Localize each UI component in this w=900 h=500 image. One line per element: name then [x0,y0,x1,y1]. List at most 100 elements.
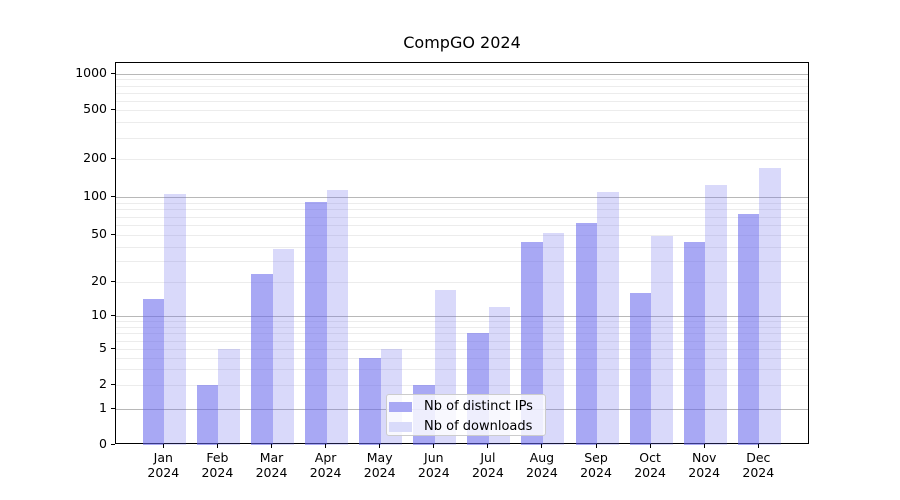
chart-title: CompGO 2024 [403,33,521,52]
bar-distinct-ips [142,299,165,445]
minor-gridline [116,326,808,328]
legend-label-distinct-ips: Nb of distinct IPs [424,399,533,414]
bar-distinct-ips [737,213,760,445]
x-tick-label: Jul 2024 [471,450,504,480]
x-tick-mark [379,444,381,448]
x-tick-label: Jun 2024 [417,450,450,480]
x-tick-mark [703,444,705,448]
plot-area [115,62,809,445]
x-tick-label: Sep 2024 [580,450,612,480]
bar-distinct-ips [196,385,219,445]
bar-distinct-ips [629,292,652,445]
x-tick-mark [487,444,489,448]
x-tick-label: Mar 2024 [255,450,288,480]
x-tick-mark [162,444,164,448]
x-tick-mark [541,444,543,448]
y-tick-label: 20 [91,272,107,288]
x-tick-mark [649,444,651,448]
minor-gridline [116,225,808,227]
bar-downloads [326,190,349,445]
x-tick-label: Aug 2024 [525,450,558,480]
y-tick-mark [111,315,115,316]
x-tick-label: May 2024 [363,450,396,480]
y-tick-label: 100 [83,188,107,203]
minor-gridline [116,137,808,139]
y-tick-mark [111,443,115,445]
x-tick-label: Nov 2024 [688,450,721,480]
y-tick-mark [111,348,115,350]
y-tick-label: 50 [91,226,107,242]
x-tick-mark [325,444,327,448]
y-tick-label: 1 [99,399,107,415]
y-tick-label: 10 [91,307,107,322]
minor-gridline [116,246,808,248]
legend: Nb of distinct IPs Nb of downloads [386,394,546,436]
minor-gridline [116,79,808,81]
minor-gridline [116,321,808,323]
minor-gridline [116,100,808,102]
x-tick-mark [216,444,218,448]
minor-gridline [116,202,808,204]
major-gridline [116,73,808,75]
y-tick-label: 5 [99,340,107,356]
y-tick-label: 2 [99,376,107,392]
bar-downloads [705,184,727,445]
major-gridline [116,316,808,317]
bar-distinct-ips [251,274,273,445]
minor-gridline [116,209,808,211]
x-tick-mark [271,444,272,448]
bar-downloads [651,236,673,445]
y-tick-label: 500 [83,101,107,117]
minor-gridline [116,85,808,87]
y-tick-mark [111,109,115,111]
x-tick-label: Apr 2024 [309,450,342,480]
x-tick-label: Oct 2024 [634,450,666,480]
legend-swatch-distinct-ips-icon [389,402,412,412]
bar-downloads [218,349,240,445]
minor-gridline [116,261,808,262]
x-tick-mark [757,444,759,448]
y-tick-mark [111,196,115,197]
legend-swatch-downloads-icon [389,422,412,432]
y-tick-label: 200 [83,150,107,166]
minor-gridline [116,333,808,335]
bar-downloads [272,249,294,445]
minor-gridline [116,216,808,218]
y-tick-mark [111,280,115,282]
y-tick-mark [111,384,115,386]
x-tick-mark [595,444,597,448]
minor-gridline [116,159,808,161]
bar-downloads [164,194,186,445]
y-tick-label: 0 [99,435,107,451]
y-tick-mark [111,158,115,160]
minor-gridline [116,281,808,283]
bar-downloads [597,191,619,445]
bar-distinct-ips [359,358,381,445]
minor-gridline [116,92,808,94]
minor-gridline [116,110,808,112]
legend-item-downloads: Nb of downloads [389,417,545,437]
x-tick-label: Feb 2024 [201,450,234,480]
bar-distinct-ips [683,241,706,445]
bar-downloads [759,168,781,445]
minor-gridline [116,235,808,237]
legend-label-downloads: Nb of downloads [424,419,533,434]
minor-gridline [116,122,808,124]
minor-gridline [116,369,808,371]
x-tick-mark [433,444,435,448]
major-gridline [116,197,808,198]
bar-downloads [542,233,565,445]
x-tick-label: Dec 2024 [742,450,775,480]
y-tick-mark [111,407,115,409]
minor-gridline [116,340,808,342]
y-tick-mark [111,72,115,74]
minor-gridline [116,385,808,387]
minor-gridline [116,349,808,351]
bar-distinct-ips [575,222,597,445]
legend-item-distinct-ips: Nb of distinct IPs [389,397,545,417]
y-tick-mark [111,234,115,236]
minor-gridline [116,358,808,360]
y-tick-label: 1000 [75,64,107,80]
bar-distinct-ips [305,201,327,445]
